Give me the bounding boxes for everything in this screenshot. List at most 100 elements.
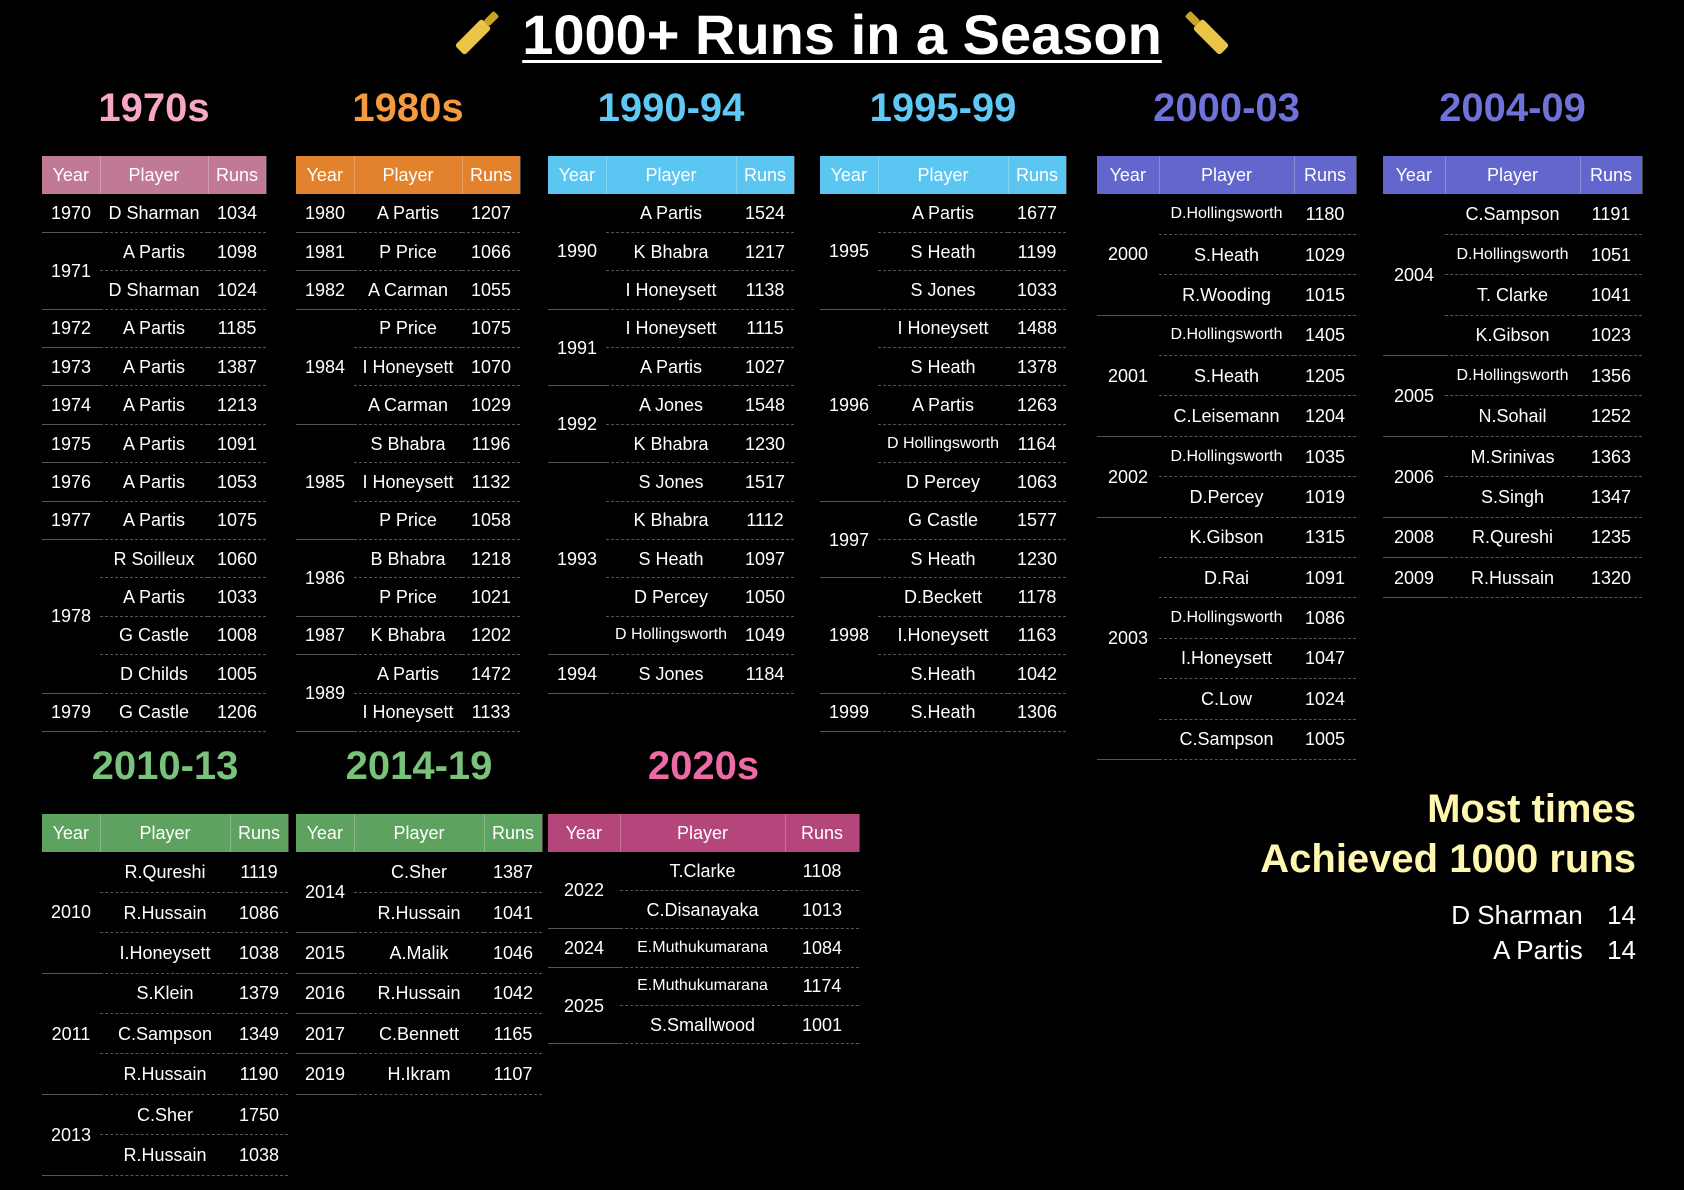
table-row: 1981 P Price 1066: [296, 232, 520, 272]
player-cell: K Bhabra: [606, 232, 736, 272]
year-cell: 2003: [1097, 517, 1159, 760]
player-cell: K Bhabra: [606, 424, 736, 464]
table-row: 1976 A Partis 1053: [42, 462, 266, 502]
table-row: 2008 R.Qureshi 1235: [1383, 517, 1642, 559]
runs-cell: 1033: [1008, 270, 1066, 310]
player-cell: E.Muthukumarana: [620, 928, 785, 968]
player-cell: S Heath: [878, 232, 1008, 272]
runs-cell: 1086: [1294, 597, 1356, 639]
year-cell: 1996: [820, 309, 878, 502]
player-cell: A Partis: [100, 309, 208, 349]
runs-cell: 1042: [1008, 654, 1066, 694]
table-row: C.Sampson 1005: [1097, 719, 1356, 760]
table-row: 1971 A Partis 1098: [42, 232, 266, 310]
most-times-count: 14: [1607, 935, 1636, 965]
runs-header: Runs: [208, 156, 267, 194]
table-row: K Bhabra 1230: [548, 424, 794, 464]
runs-cell: 1029: [462, 385, 520, 425]
table-row: 1985 S Bhabra 1196: [296, 424, 520, 541]
runs-table: Year Player Runs 2022 T.Clarke 1108 C.Disanaya…: [548, 814, 860, 1045]
player-cell: D Percey: [878, 462, 1008, 502]
runs-cell: 1347: [1580, 476, 1642, 518]
player-cell: A Carman: [354, 385, 462, 425]
runs-cell: 1038: [230, 1134, 288, 1176]
table-header-row: Year Player Runs: [296, 814, 543, 852]
player-cell: B Bhabra: [354, 539, 462, 579]
runs-header: Runs: [736, 156, 795, 194]
table-row: P Price 1058: [296, 501, 520, 541]
player-cell: S Jones: [878, 270, 1008, 310]
table-row: A Partis 1263: [820, 385, 1066, 425]
runs-cell: 1349: [230, 1013, 288, 1055]
table-row: C.Disanayaka 1013: [548, 890, 859, 930]
player-cell: C.Bennett: [354, 1013, 484, 1055]
player-cell: C.Low: [1159, 678, 1294, 720]
runs-cell: 1041: [1580, 274, 1642, 316]
title-bar: 1000+ Runs in a Season: [0, 2, 1684, 67]
player-cell: D.Hollingsworth: [1445, 234, 1580, 276]
player-cell: A Carman: [354, 270, 462, 310]
player-cell: S Jones: [606, 654, 736, 694]
table-header-row: Year Player Runs: [42, 814, 289, 852]
year-cell: 1980: [296, 194, 354, 233]
player-cell: A.Malik: [354, 932, 484, 974]
year-cell: 1985: [296, 424, 354, 541]
runs-cell: 1180: [1294, 194, 1356, 235]
player-header: Player: [606, 156, 737, 194]
runs-cell: 1213: [208, 385, 266, 425]
table-row: 1989 A Partis 1472: [296, 654, 520, 732]
runs-cell: 1252: [1580, 395, 1642, 437]
table-row: C.Low 1024: [1097, 678, 1356, 720]
table-row: I.Honeysett 1038: [42, 932, 288, 974]
table-row: 1987 K Bhabra 1202: [296, 616, 520, 656]
year-cell: 2025: [548, 967, 620, 1045]
runs-cell: 1164: [1008, 424, 1066, 464]
player-cell: A Jones: [606, 385, 736, 425]
year-cell: 2000: [1097, 194, 1159, 316]
runs-cell: 1108: [785, 852, 859, 891]
player-cell: I.Honeysett: [1159, 638, 1294, 680]
player-cell: I.Honeysett: [878, 616, 1008, 656]
player-cell: A Partis: [354, 654, 462, 694]
runs-cell: 1075: [208, 501, 266, 541]
year-cell: 2009: [1383, 557, 1445, 599]
runs-cell: 1066: [462, 232, 520, 272]
year-header: Year: [296, 814, 355, 852]
runs-cell: 1008: [208, 616, 266, 656]
player-cell: K.Gibson: [1159, 517, 1294, 559]
year-cell: 1994: [548, 654, 606, 694]
table-header-row: Year Player Runs: [820, 156, 1067, 194]
player-header: Player: [878, 156, 1009, 194]
player-header: Player: [100, 814, 231, 852]
player-cell: D Hollingsworth: [606, 616, 736, 656]
runs-cell: 1033: [208, 577, 266, 617]
year-header: Year: [42, 814, 101, 852]
player-cell: A Partis: [354, 194, 462, 233]
player-cell: I Honeysett: [606, 309, 736, 349]
year-cell: 1971: [42, 232, 100, 310]
table-row: D.Rai 1091: [1097, 557, 1356, 599]
year-cell: 1997: [820, 501, 878, 579]
runs-cell: 1217: [736, 232, 794, 272]
table-row: I.Honeysett 1163: [820, 616, 1066, 656]
decade-title: 1995-99: [869, 86, 1017, 130]
player-cell: E.Muthukumarana: [620, 967, 785, 1007]
most-times-player: A Partis: [1493, 935, 1583, 965]
runs-cell: 1178: [1008, 577, 1066, 617]
table-row: 2015 A.Malik 1046: [296, 932, 542, 974]
runs-cell: 1038: [230, 932, 288, 974]
year-cell: 2014: [296, 852, 354, 934]
table-row: 2011 S.Klein 1379: [42, 973, 288, 1095]
player-cell: A Partis: [100, 577, 208, 617]
table-row: 2009 R.Hussain 1320: [1383, 557, 1642, 599]
player-cell: S Heath: [878, 539, 1008, 579]
player-header: Player: [1445, 156, 1581, 194]
year-cell: 1999: [820, 693, 878, 732]
table-row: R.Hussain 1038: [42, 1134, 288, 1176]
table-row: 2022 T.Clarke 1108: [548, 852, 859, 930]
player-cell: G Castle: [100, 693, 208, 732]
runs-cell: 1165: [484, 1013, 542, 1055]
table-row: D.Percey 1019: [1097, 476, 1356, 518]
player-cell: D.Rai: [1159, 557, 1294, 599]
runs-cell: 1185: [208, 309, 266, 349]
